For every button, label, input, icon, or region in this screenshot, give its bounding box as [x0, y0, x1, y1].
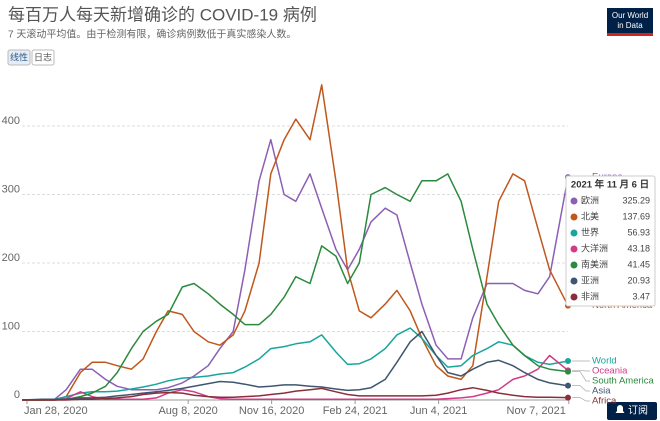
logo-text: Our World	[612, 11, 648, 20]
x-tick-label: Nov 7, 2021	[507, 405, 566, 417]
tooltip-swatch	[570, 197, 578, 205]
tooltip-value: 20.93	[627, 275, 650, 285]
series-label: Africa	[592, 396, 617, 407]
y-tick-label: 100	[2, 320, 20, 332]
tooltip-swatch	[570, 213, 578, 221]
tooltip-label: 南美洲	[581, 258, 608, 269]
tooltip: 2021 年 11 月 6 日欧洲 325.29 北美 137.69 世界 56.93 大洋…	[565, 175, 656, 307]
x-tick-label: Nov 16, 2020	[239, 405, 304, 417]
y-tick-label: 200	[2, 252, 20, 264]
bell-icon	[615, 405, 625, 413]
end-point	[565, 394, 571, 401]
x-tick-label: Feb 24, 2021	[323, 405, 388, 417]
scale-button[interactable]	[31, 49, 55, 66]
tooltip-label: 世界	[581, 226, 599, 237]
logo-text: in Data	[617, 21, 643, 30]
tooltip-swatch	[570, 229, 578, 237]
series-label: Oceania	[592, 366, 628, 377]
logo: Our World in Data	[607, 8, 653, 36]
tooltip-label: 非洲	[581, 290, 599, 301]
series-line	[22, 138, 569, 401]
series-line	[22, 354, 569, 401]
tooltip-value: 41.45	[627, 259, 650, 269]
end-point	[565, 357, 571, 364]
scale-button-label[interactable]: 线性	[10, 51, 28, 62]
tooltip-swatch	[570, 277, 578, 285]
end-point	[565, 368, 571, 375]
tooltip-date: 2021 年 11 月 6 日	[571, 179, 649, 191]
logo-box	[607, 8, 653, 36]
chart-title: 每百万人每天新增确诊的 COVID-19 病例	[8, 5, 317, 24]
tooltip-value: 325.29	[622, 195, 650, 205]
series-label: World	[592, 356, 617, 367]
series-line	[22, 173, 569, 401]
y-tick-label: 0	[14, 389, 20, 401]
tooltip-box	[565, 175, 656, 307]
series-label: South America	[592, 376, 654, 387]
tooltip-swatch	[570, 245, 578, 253]
series-line	[22, 327, 569, 401]
scale-button-label[interactable]: 日志	[34, 51, 52, 62]
subscribe-button[interactable]: 订阅	[607, 402, 657, 420]
y-tick-label: 300	[2, 183, 20, 195]
tooltip-value: 137.69	[622, 211, 650, 221]
series-line	[22, 386, 569, 401]
logo-stripe	[607, 33, 653, 36]
subscribe-text[interactable]: 订阅	[628, 404, 648, 417]
label-connector	[572, 371, 590, 382]
tooltip-label: 北美	[581, 210, 599, 221]
label-connector	[572, 385, 590, 392]
x-tick-label: Aug 8, 2020	[158, 405, 217, 417]
series-line	[21, 330, 569, 401]
series-line	[22, 84, 569, 401]
label-connector	[572, 397, 590, 402]
tooltip-label: 亚洲	[581, 275, 599, 285]
series-label: Asia	[592, 386, 611, 397]
y-tick-label: 400	[2, 115, 20, 127]
x-tick-label: Jan 28, 2020	[24, 405, 88, 417]
tooltip-swatch	[570, 261, 578, 269]
end-point	[565, 382, 571, 389]
tooltip-value: 3.47	[632, 291, 650, 301]
chart-subtitle: 7 天滚动平均值。由于检测有限，确诊病例数低于真实感染人数。	[8, 28, 296, 41]
tooltip-label: 大洋洲	[581, 242, 608, 253]
tooltip-value: 56.93	[627, 227, 650, 237]
tooltip-swatch	[570, 293, 578, 301]
tooltip-value: 43.18	[627, 243, 650, 253]
tooltip-label: 欧洲	[581, 194, 599, 205]
x-tick-label: Jun 4, 2021	[410, 405, 468, 417]
label-connector	[572, 370, 590, 372]
scale-button[interactable]	[7, 49, 31, 66]
